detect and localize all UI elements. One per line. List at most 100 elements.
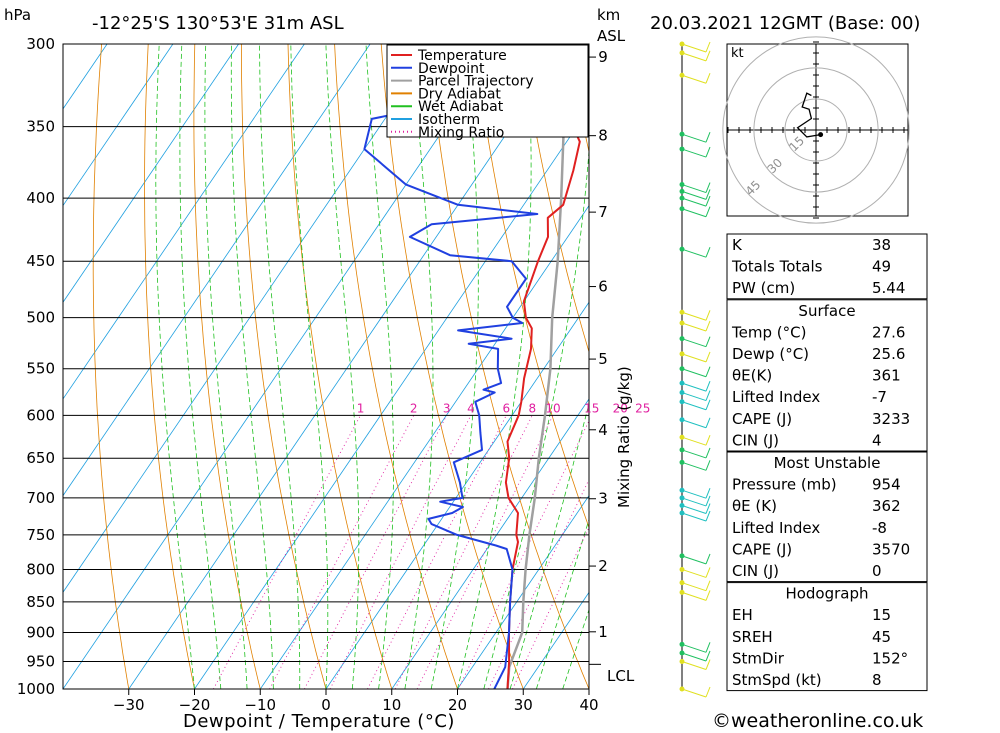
wind-barb-staff	[681, 591, 707, 601]
height-tick-label: 7	[598, 203, 608, 221]
indices-table: K 38 Totals Totals 49 PW (cm) 5.44 Surface Temp…	[726, 233, 928, 692]
wind-barb-staff	[681, 555, 707, 565]
wind-barb-staff	[681, 133, 707, 143]
mixing-ratio-label: 20	[613, 401, 628, 415]
wind-barb-staff	[681, 512, 707, 522]
wind-barb-flag	[705, 206, 711, 217]
dewpoint-line	[363, 44, 539, 689]
wind-barb-flag	[705, 686, 711, 698]
km-unit-label: km	[597, 6, 620, 24]
table-section-title: Hodograph	[785, 585, 868, 603]
temperature-tick-label: 30	[514, 696, 533, 714]
wind-barb-staff	[681, 184, 707, 194]
temperature-axis: −30 −20 −10 0 10 20 30 40	[113, 689, 599, 714]
wind-barb-staff	[681, 688, 707, 698]
wind-barb-column	[679, 41, 711, 698]
wind-barb-staff	[681, 661, 707, 670]
hodograph-unit-label: kt	[731, 46, 744, 61]
wind-barb-flag	[705, 195, 711, 207]
wind-barb-staff	[681, 190, 707, 200]
wind-barb-staff	[681, 652, 707, 662]
wind-barb-staff	[681, 368, 707, 378]
table-section-box	[726, 582, 928, 692]
wind-barb-staff	[681, 43, 707, 53]
isotherm-line	[325, 301, 589, 689]
wind-barb-staff	[681, 497, 707, 507]
parcel-trajectory-line	[506, 44, 566, 689]
temperature-tick-label: 40	[579, 696, 598, 714]
table-row-value: 3570	[872, 540, 910, 558]
pressure-tick-label: 300	[26, 35, 55, 53]
wind-barb-flag	[705, 447, 711, 459]
mixing-ratio-label: 8	[528, 401, 536, 415]
isotherm-line	[63, 44, 174, 207]
wind-barb-flag	[705, 488, 711, 499]
wind-barb-staff	[681, 197, 707, 207]
table-row-label: K	[732, 236, 743, 254]
pressure-tick-label: 900	[26, 624, 55, 642]
wet-adiabat-line	[483, 144, 589, 689]
wind-barb-staff	[681, 74, 707, 84]
wind-barb-flag	[705, 146, 711, 158]
table-section-title: Most Unstable	[774, 454, 881, 472]
table-row-value: 4	[872, 431, 882, 449]
wind-barb-flag	[705, 399, 711, 410]
wind-barb-staff	[681, 52, 707, 62]
mixing-ratio-label: 1	[357, 401, 365, 415]
height-tick-label: 8	[598, 127, 608, 145]
isotherm-line	[128, 44, 568, 689]
table-row-value: 0	[872, 562, 882, 580]
temperature-tick-label: 10	[382, 696, 401, 714]
wind-barb-flag	[705, 50, 711, 62]
height-tick-label: 4	[598, 421, 608, 439]
pressure-tick-label: 950	[26, 653, 55, 671]
dry-adiabat-line	[940, 44, 1000, 689]
pressure-tick-label: 550	[26, 360, 55, 378]
wind-barb-flag	[705, 650, 711, 662]
legend-label: Mixing Ratio	[418, 125, 504, 141]
mixing-ratio-label: 6	[502, 401, 510, 415]
wind-barb-staff	[681, 338, 707, 348]
pressure-axis: 300 350 400 450 500 550 600 650 700 750 800 850 900 9…	[17, 35, 55, 698]
wind-barb-staff	[681, 208, 707, 218]
wind-barb-flag	[705, 380, 711, 392]
height-tick-label: 2	[598, 557, 608, 575]
datetime-title: 20.03.2021 12GMT (Base: 00)	[650, 13, 920, 34]
wind-barb-flag	[705, 336, 711, 347]
lcl-label: LCL	[607, 667, 635, 685]
pressure-tick-label: 500	[26, 309, 55, 327]
pressure-tick-label: 650	[26, 449, 55, 467]
legend-label: Dewpoint	[418, 61, 485, 77]
table-row-value: 27.6	[872, 323, 905, 341]
mixing-ratio-line	[329, 415, 472, 689]
table-row-value: 152°	[872, 649, 908, 667]
pressure-tick-label: 800	[26, 560, 55, 578]
wind-barb-staff	[681, 353, 707, 363]
height-tick-label: 1	[598, 623, 608, 641]
wind-barb-staff	[681, 148, 707, 158]
height-tick-label: 6	[598, 278, 608, 296]
plot-area	[62, 43, 1000, 690]
height-axis: 1 2 3 4 5 6 7 8 9	[589, 48, 608, 665]
mixing-ratio-label: 25	[635, 401, 650, 415]
wind-barb-flag	[705, 41, 711, 53]
temperature-line	[504, 44, 581, 689]
table-row-label: PW (cm)	[732, 279, 795, 297]
table-row-label: CIN (J)	[732, 562, 779, 580]
wind-barb-staff	[681, 392, 707, 402]
table-row-label: SREH	[732, 628, 773, 646]
wind-barb-flag	[705, 351, 711, 363]
legend-label: Dry Adiabat	[418, 86, 501, 102]
table-section-box	[726, 451, 928, 583]
wind-barb-staff	[681, 311, 707, 321]
table-row-label: Pressure (mb)	[732, 476, 837, 494]
table-row-value: 5.44	[872, 279, 905, 297]
wet-adiabat-line	[365, 44, 394, 689]
temperature-tick-label: −10	[244, 696, 276, 714]
table-row-value: 8	[872, 671, 882, 689]
mixing-ratio-label: 4	[467, 401, 475, 415]
wet-adiabat-line	[290, 44, 329, 689]
pressure-tick-label: 350	[26, 118, 55, 136]
